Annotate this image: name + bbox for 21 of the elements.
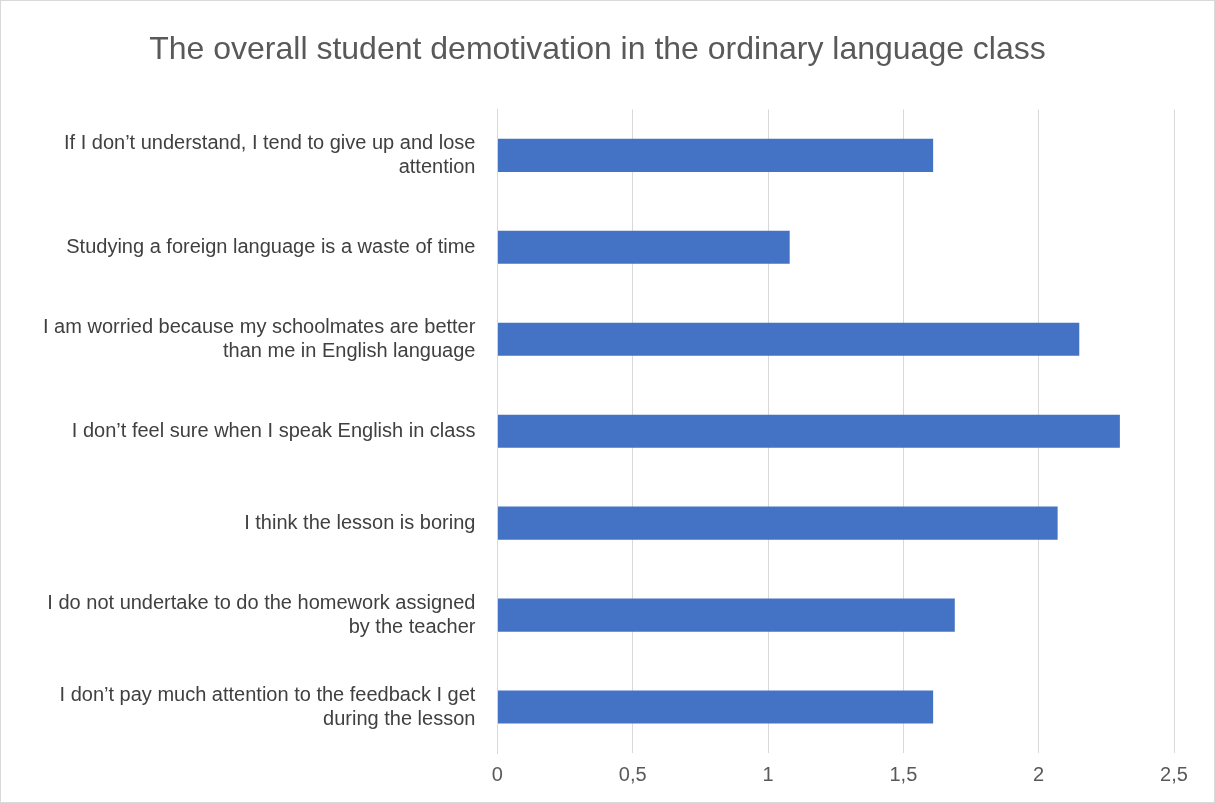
x-tick-label: 1,5	[889, 762, 918, 785]
bar	[497, 690, 934, 724]
bar	[497, 138, 934, 172]
y-tick-label: If I don’t understand, I tend to give up and lose attention	[64, 130, 476, 177]
x-tick-label: 1	[762, 762, 774, 785]
x-tick-label: 2	[1033, 762, 1045, 785]
y-tick-label: I think the lesson is boring	[244, 510, 476, 533]
bar	[497, 506, 1058, 540]
y-tick-label: I don’t feel sure when I speak English in class	[71, 418, 476, 441]
y-tick-label: I don’t pay much attention to the feedback I get during the lesson	[59, 682, 476, 729]
y-tick-label: I am worried because my schoolmates are better than me in English language	[42, 314, 476, 361]
y-tick-label: I do not undertake to do the homework assigned by the teacher	[47, 590, 476, 637]
bar	[497, 322, 1080, 356]
x-tick-label: 0,5	[618, 762, 647, 785]
y-tick-label: Studying a foreign language is a waste of time	[66, 234, 476, 257]
bar	[497, 230, 790, 264]
x-tick-label: 2,5	[1160, 762, 1188, 785]
bar	[497, 598, 955, 632]
x-tick-label: 0	[491, 762, 503, 785]
bar	[497, 414, 1120, 448]
chart-title: The overall student demotivation in the ordinary language class	[149, 30, 1046, 67]
